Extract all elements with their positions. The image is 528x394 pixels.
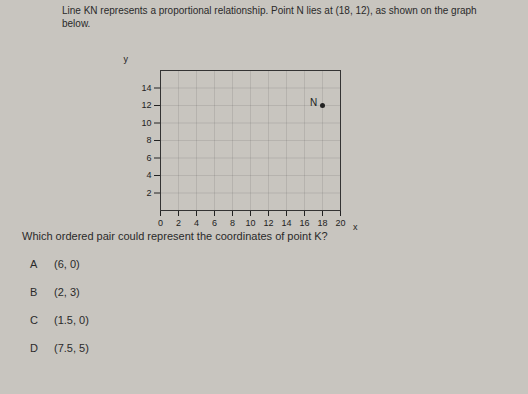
svg-text:18: 18	[317, 218, 327, 228]
html-text:C: C	[30, 314, 38, 326]
html-text:(1.5, 0): (1.5, 0)	[54, 314, 89, 326]
svg-text:y: y	[124, 54, 129, 64]
html-text:(2, 3): (2, 3)	[54, 286, 80, 298]
svg-text:x: x	[353, 222, 358, 232]
svg-text:12: 12	[263, 218, 273, 228]
svg-text:14: 14	[281, 218, 291, 228]
html-text:D: D	[30, 342, 38, 354]
svg-text:8: 8	[146, 135, 151, 145]
svg-text:0: 0	[158, 218, 163, 228]
svg-text:14: 14	[141, 83, 151, 93]
html-text:A: A	[30, 258, 38, 270]
html-text:B: B	[30, 286, 38, 298]
svg-text:10: 10	[141, 118, 151, 128]
html-text:(6, 0): (6, 0)	[54, 258, 80, 270]
svg-text:8: 8	[230, 218, 235, 228]
html-text:Line KN represents a proportio: Line KN represents a proportional relati…	[62, 5, 477, 29]
svg-text:N: N	[310, 97, 317, 108]
svg-text:12: 12	[141, 100, 151, 110]
svg-text:2: 2	[146, 188, 151, 198]
svg-text:4: 4	[146, 170, 151, 180]
svg-text:6: 6	[146, 153, 151, 163]
html-text:(7.5, 5): (7.5, 5)	[54, 342, 89, 354]
html-text:Which ordered pair could repre: Which ordered pair could represent the c…	[22, 230, 328, 242]
svg-text:20: 20	[335, 218, 345, 228]
svg-text:10: 10	[245, 218, 255, 228]
svg-text:6: 6	[212, 218, 217, 228]
svg-text:2: 2	[176, 218, 181, 228]
svg-text:4: 4	[194, 218, 199, 228]
svg-text:16: 16	[299, 218, 309, 228]
